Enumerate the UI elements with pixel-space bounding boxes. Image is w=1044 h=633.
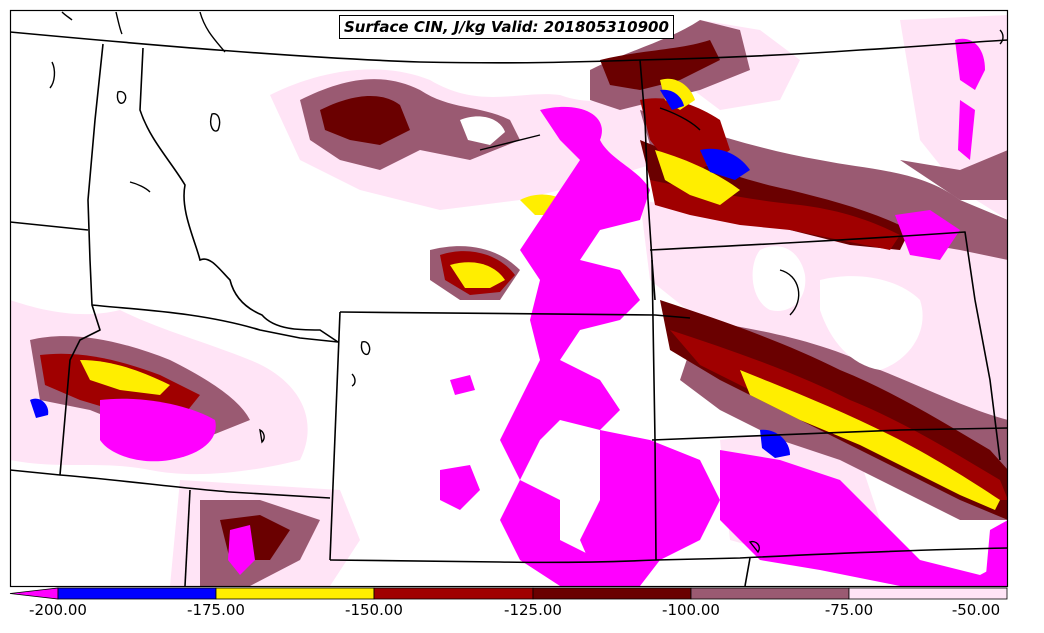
colorbar-segment bbox=[690, 587, 850, 600]
lakes bbox=[49, 11, 1004, 554]
cin-clear-areas bbox=[460, 116, 923, 370]
colorbar-segment bbox=[57, 587, 217, 600]
colorbar-tick-label: -200.00 bbox=[29, 601, 87, 619]
idaho-montana-border bbox=[139, 47, 339, 343]
cin-field bbox=[10, 15, 1008, 587]
colorbar-segment bbox=[848, 587, 1008, 600]
colorbar-segment bbox=[532, 587, 692, 600]
state-boundaries bbox=[10, 31, 1008, 587]
colorbar bbox=[9, 587, 1008, 600]
colorbar-segment bbox=[373, 587, 534, 600]
colorbar-tick-label: -125.00 bbox=[504, 601, 562, 619]
colorbar-segment bbox=[215, 587, 375, 600]
colorbar-tick-label: -100.00 bbox=[662, 601, 720, 619]
colorbar-tick-label: -175.00 bbox=[187, 601, 245, 619]
map-title: Surface CIN, J/kg Valid: 201805310900 bbox=[339, 15, 674, 39]
colorbar-tick-label: -150.00 bbox=[345, 601, 403, 619]
colorbar-tick-label: -50.00 bbox=[951, 601, 1001, 619]
cin-band-magenta bbox=[100, 38, 1008, 587]
colorbar-tick-label: -75.00 bbox=[824, 601, 874, 619]
map-frame bbox=[9, 9, 1009, 588]
